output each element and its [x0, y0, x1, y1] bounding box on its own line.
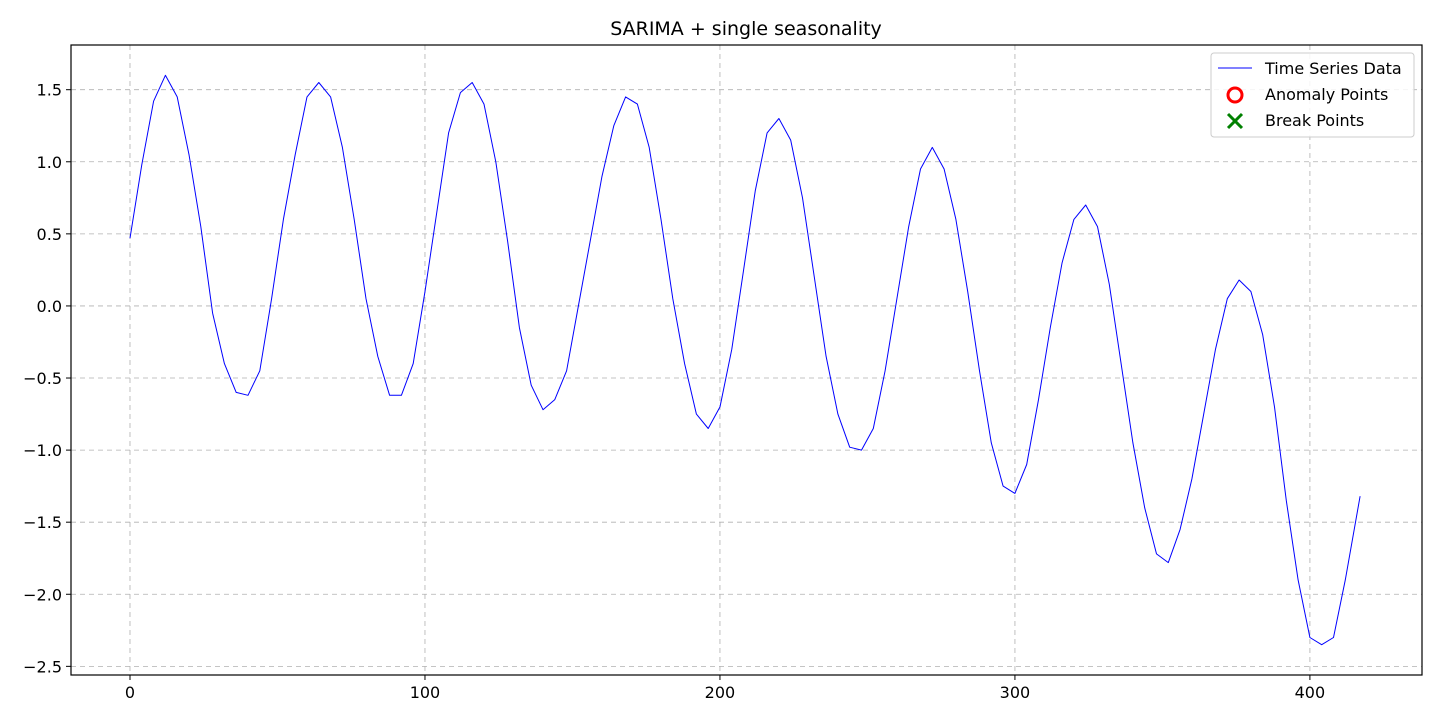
y-tick-label: 1.0 [37, 153, 62, 172]
legend-break-marker [1226, 112, 1244, 130]
legend-label-anomaly: Anomaly Points [1265, 85, 1388, 104]
x-tick-label: 200 [705, 683, 736, 702]
legend: Time Series Data Anomaly Points Break Po… [1210, 52, 1415, 138]
grid-lines [71, 45, 1422, 675]
x-tick-label: 400 [1295, 683, 1326, 702]
y-tick-label: 1.5 [37, 81, 62, 100]
axes-frame [70, 44, 1423, 676]
x-tick-label: 300 [1000, 683, 1031, 702]
y-tick-label: 0.0 [37, 297, 62, 316]
y-tick-label: −1.5 [23, 513, 62, 532]
x-tick-label: 0 [125, 683, 135, 702]
legend-label-break: Break Points [1265, 111, 1364, 130]
legend-label-series: Time Series Data [1264, 59, 1402, 78]
x-tick-label: 100 [410, 683, 441, 702]
y-tick-label: −2.0 [23, 585, 62, 604]
plot-area [129, 74, 1361, 646]
y-tick-label: −1.0 [23, 441, 62, 460]
legend-anomaly-marker [1226, 86, 1244, 104]
axis-ticks: 0 100 200 300 400 −2.5 −2.0 −1.5 −1.0 −0.5 0.0 0.5 1… [23, 81, 1325, 702]
legend-box [1210, 52, 1415, 138]
series-line-time-series-data [129, 74, 1361, 646]
y-tick-label: −0.5 [23, 369, 62, 388]
chart-title: SARIMA + single seasonality [610, 18, 882, 40]
y-tick-label: −2.5 [23, 657, 62, 676]
y-tick-label: 0.5 [37, 225, 62, 244]
